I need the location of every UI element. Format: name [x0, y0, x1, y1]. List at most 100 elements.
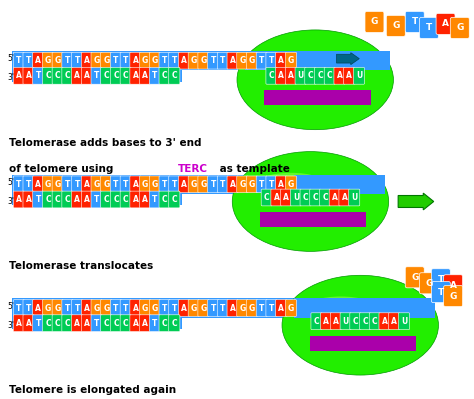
Text: C: C [45, 71, 51, 80]
Text: T: T [172, 56, 177, 65]
Text: U: U [351, 193, 357, 202]
FancyBboxPatch shape [139, 176, 151, 193]
FancyBboxPatch shape [23, 315, 34, 332]
Text: C: C [372, 317, 378, 326]
Text: G: G [55, 56, 61, 65]
Text: 5': 5' [7, 302, 14, 310]
FancyBboxPatch shape [431, 269, 450, 290]
Text: A: A [84, 195, 90, 204]
Text: G: G [152, 180, 158, 189]
Ellipse shape [232, 152, 389, 251]
FancyBboxPatch shape [300, 189, 311, 206]
Text: A: A [36, 304, 41, 312]
FancyBboxPatch shape [62, 315, 73, 332]
Ellipse shape [282, 275, 438, 375]
Text: T: T [74, 56, 80, 65]
Text: G: G [191, 180, 197, 189]
Text: G: G [103, 304, 109, 312]
Text: C: C [123, 195, 128, 204]
FancyBboxPatch shape [120, 191, 131, 208]
Text: C: C [64, 71, 70, 80]
Text: G: G [142, 56, 148, 65]
FancyBboxPatch shape [13, 176, 24, 193]
FancyBboxPatch shape [139, 52, 151, 69]
Text: C: C [314, 317, 319, 326]
Text: A: A [84, 56, 90, 65]
FancyBboxPatch shape [419, 18, 438, 38]
FancyBboxPatch shape [33, 52, 44, 69]
FancyBboxPatch shape [295, 67, 306, 84]
Text: C: C [103, 71, 109, 80]
FancyBboxPatch shape [62, 300, 73, 316]
Text: A: A [181, 180, 187, 189]
Text: C: C [162, 195, 167, 204]
Text: G: G [201, 180, 207, 189]
Text: T: T [65, 180, 70, 189]
FancyBboxPatch shape [52, 315, 64, 332]
Text: C: C [113, 71, 119, 80]
FancyBboxPatch shape [82, 315, 92, 332]
Text: A: A [142, 195, 148, 204]
FancyBboxPatch shape [130, 191, 141, 208]
Text: A: A [278, 304, 284, 312]
Text: A: A [16, 195, 22, 204]
Text: C: C [327, 71, 333, 80]
Text: T: T [269, 304, 274, 312]
FancyBboxPatch shape [62, 176, 73, 193]
FancyBboxPatch shape [340, 313, 351, 330]
Text: A: A [133, 319, 138, 328]
Bar [12, 175, 299, 194]
FancyBboxPatch shape [266, 67, 277, 84]
FancyBboxPatch shape [33, 315, 44, 332]
Text: A: A [84, 319, 90, 328]
FancyBboxPatch shape [110, 300, 121, 316]
Text: A: A [278, 56, 284, 65]
Text: C: C [172, 71, 177, 80]
FancyBboxPatch shape [110, 176, 121, 193]
FancyBboxPatch shape [42, 176, 54, 193]
Text: G: G [103, 56, 109, 65]
Text: C: C [162, 319, 167, 328]
FancyBboxPatch shape [130, 315, 141, 332]
Text: C: C [55, 195, 61, 204]
Text: T: T [172, 180, 177, 189]
FancyBboxPatch shape [110, 67, 121, 84]
FancyBboxPatch shape [311, 313, 322, 330]
Text: A: A [450, 281, 456, 290]
FancyBboxPatch shape [149, 67, 161, 84]
Text: Telomere is elongated again: Telomere is elongated again [9, 385, 177, 395]
FancyBboxPatch shape [237, 300, 248, 316]
FancyBboxPatch shape [149, 300, 161, 316]
FancyBboxPatch shape [237, 52, 248, 69]
FancyBboxPatch shape [169, 176, 180, 193]
FancyBboxPatch shape [110, 315, 121, 332]
FancyBboxPatch shape [334, 67, 345, 84]
FancyBboxPatch shape [52, 67, 64, 84]
FancyBboxPatch shape [82, 300, 92, 316]
FancyBboxPatch shape [386, 16, 405, 36]
FancyBboxPatch shape [13, 52, 24, 69]
Text: T: T [210, 304, 216, 312]
Text: G: G [45, 56, 51, 65]
Text: C: C [123, 71, 128, 80]
Text: A: A [133, 180, 138, 189]
Text: T: T [113, 304, 118, 312]
FancyBboxPatch shape [52, 300, 64, 316]
Bar [12, 70, 182, 82]
Text: T: T [259, 304, 264, 312]
Ellipse shape [237, 30, 393, 130]
Text: T: T [269, 56, 274, 65]
FancyBboxPatch shape [139, 300, 151, 316]
FancyBboxPatch shape [100, 67, 112, 84]
Text: A: A [84, 180, 90, 189]
Text: T: T [162, 56, 167, 65]
Text: G: G [201, 304, 207, 312]
FancyBboxPatch shape [217, 176, 228, 193]
FancyBboxPatch shape [237, 176, 248, 193]
FancyBboxPatch shape [208, 300, 219, 316]
FancyBboxPatch shape [91, 52, 102, 69]
Text: C: C [55, 319, 61, 328]
FancyBboxPatch shape [72, 315, 82, 332]
FancyBboxPatch shape [159, 315, 170, 332]
Text: T: T [123, 180, 128, 189]
